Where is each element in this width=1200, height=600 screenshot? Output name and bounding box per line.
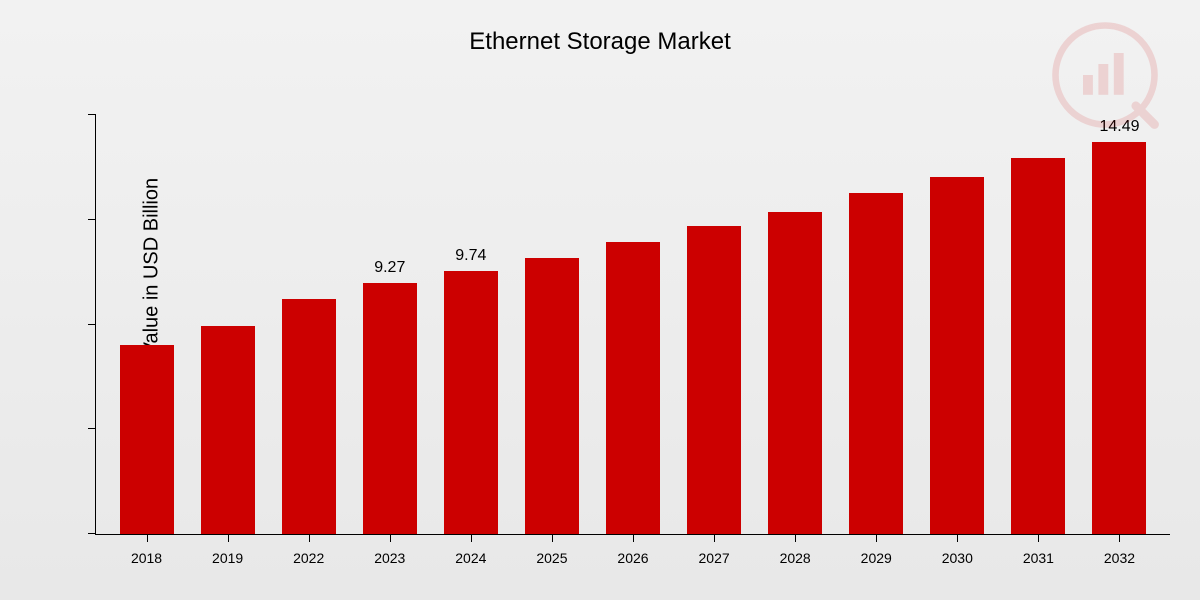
x-axis-label: 2032	[1104, 550, 1135, 566]
x-axis-label: 2027	[699, 550, 730, 566]
x-axis-label: 2023	[374, 550, 405, 566]
y-tick	[88, 324, 96, 325]
x-axis-label: 2019	[212, 550, 243, 566]
y-tick	[88, 428, 96, 429]
bar-slot: 2022	[268, 115, 349, 534]
x-tick	[309, 534, 310, 542]
bar-slot: 2031	[998, 115, 1079, 534]
x-axis-label: 2024	[455, 550, 486, 566]
bar	[930, 177, 984, 534]
bar-slot: 2025	[511, 115, 592, 534]
bar-slot: 2019	[187, 115, 268, 534]
bar	[687, 226, 741, 534]
bar	[768, 212, 822, 534]
bar-slot: 14.492032	[1079, 115, 1160, 534]
bar-value-label: 9.74	[455, 247, 486, 265]
y-tick	[88, 219, 96, 220]
x-axis-label: 2022	[293, 550, 324, 566]
bar	[120, 345, 174, 534]
x-axis-label: 2018	[131, 550, 162, 566]
bar: 9.74	[444, 271, 498, 534]
x-axis-label: 2028	[780, 550, 811, 566]
x-axis-label: 2030	[942, 550, 973, 566]
bar	[606, 242, 660, 534]
x-tick	[876, 534, 877, 542]
bars-container: 2018201920229.2720239.742024202520262027…	[96, 115, 1170, 534]
bar-slot: 2026	[592, 115, 673, 534]
bar-value-label: 9.27	[374, 259, 405, 277]
bar	[525, 258, 579, 534]
x-axis-label: 2031	[1023, 550, 1054, 566]
bar	[1011, 158, 1065, 534]
bar	[201, 326, 255, 534]
bar: 9.27	[363, 283, 417, 534]
x-tick	[633, 534, 634, 542]
bar-slot: 2028	[755, 115, 836, 534]
bar-slot: 2027	[674, 115, 755, 534]
watermark-logo	[1050, 20, 1160, 135]
bar-slot: 9.272023	[349, 115, 430, 534]
bar-slot: 2030	[917, 115, 998, 534]
x-tick	[795, 534, 796, 542]
y-tick	[88, 114, 96, 115]
x-tick	[390, 534, 391, 542]
x-tick	[471, 534, 472, 542]
x-tick	[957, 534, 958, 542]
x-tick	[552, 534, 553, 542]
plot-area: 2018201920229.2720239.742024202520262027…	[95, 115, 1170, 535]
bar	[849, 193, 903, 534]
y-tick	[88, 533, 96, 534]
bar: 14.49	[1092, 142, 1146, 534]
bar-slot: 2018	[106, 115, 187, 534]
bar	[282, 299, 336, 534]
x-tick	[228, 534, 229, 542]
x-axis-label: 2026	[617, 550, 648, 566]
x-axis-label: 2029	[861, 550, 892, 566]
bar-slot: 9.742024	[430, 115, 511, 534]
x-tick	[714, 534, 715, 542]
chart-title: Ethernet Storage Market	[469, 28, 730, 56]
x-tick	[1119, 534, 1120, 542]
x-tick	[1038, 534, 1039, 542]
x-axis-label: 2025	[536, 550, 567, 566]
bar-slot: 2029	[836, 115, 917, 534]
x-tick	[147, 534, 148, 542]
